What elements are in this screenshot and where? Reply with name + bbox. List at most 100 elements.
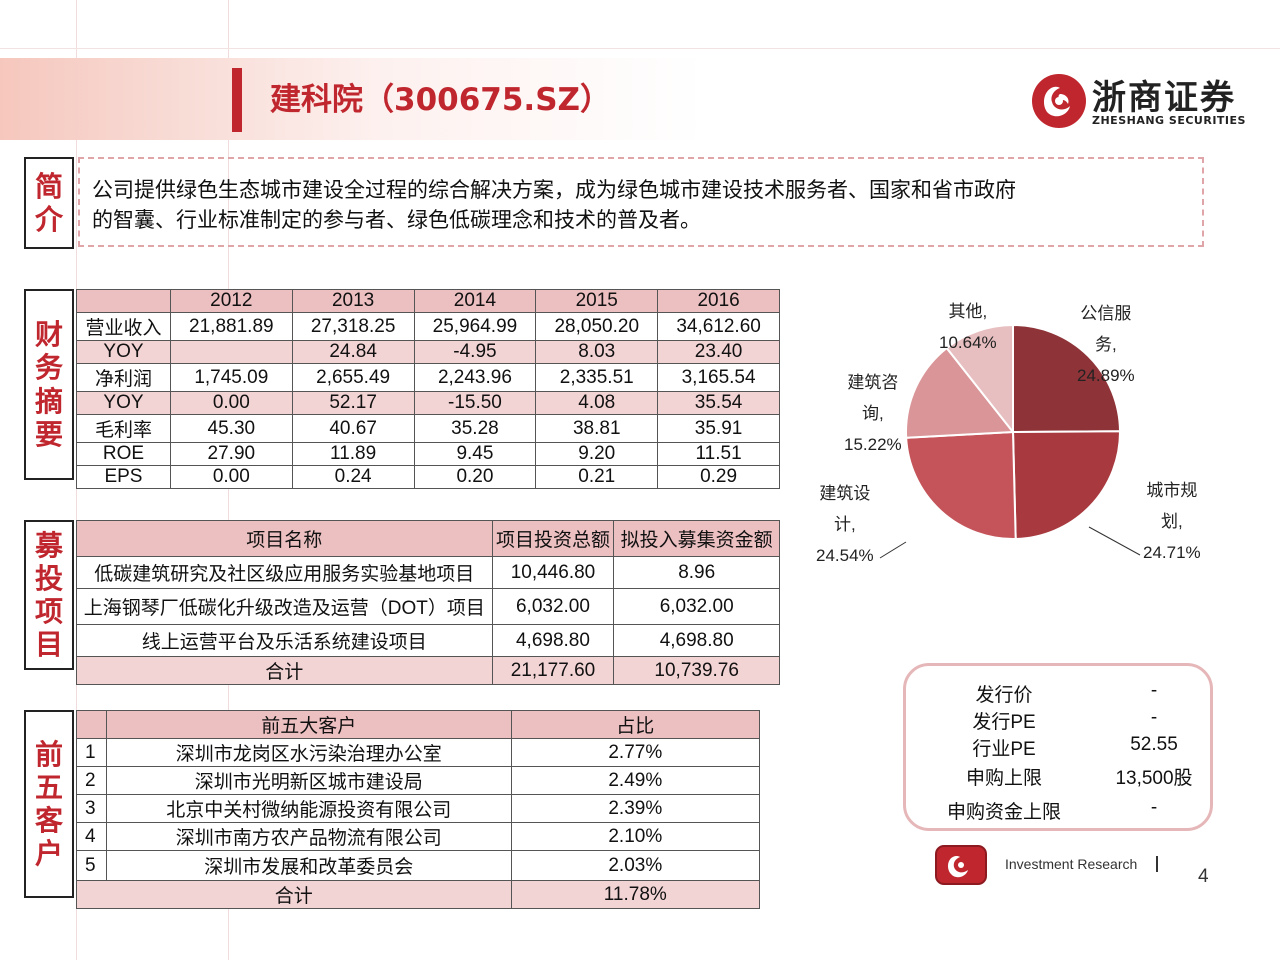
finance-year: 2015 [535, 289, 659, 313]
pie-label-line: 24.54% [816, 546, 874, 565]
pie-label-line: 建筑设 [819, 484, 871, 503]
finance-cell: 24.84 [291, 340, 415, 364]
pie-label-line: 建筑咨 [847, 373, 899, 392]
finance-header-row: 2012 2013 2014 2015 2016 [76, 289, 780, 313]
finance-cell: 2,655.49 [291, 363, 415, 392]
pie-label-line: 其他, [948, 302, 988, 321]
pie-slice-gongxin [1012, 323, 1122, 434]
pie-label-zixun: 建筑咨 询, 15.22% [844, 367, 902, 460]
customer-rank: 5 [76, 850, 107, 881]
info-value: - [1150, 707, 1158, 728]
logo-text-cn: 浙商证券 [1092, 78, 1236, 118]
finance-header-blank [76, 289, 171, 313]
customers-total-share: 11.78% [510, 880, 761, 909]
customer-name: 深圳市龙岗区水污染治理办公室 [105, 738, 512, 767]
info-key: 申购上限 [965, 768, 1042, 789]
projects-row: 线上运营平台及乐活系统建设项目 4,698.80 4,698.80 [76, 624, 780, 657]
finance-cell: 0.21 [535, 465, 659, 489]
pie-label-line: 24.71% [1143, 543, 1201, 562]
customer-name: 深圳市南方农产品物流有限公司 [105, 822, 512, 851]
finance-cell: 0.29 [657, 465, 780, 489]
customer-row: 5 深圳市发展和改革委员会 2.03% [76, 850, 761, 881]
finance-cell: 2,335.51 [535, 363, 659, 392]
finance-year: 2012 [169, 289, 293, 313]
customer-row: 1 深圳市龙岗区水污染治理办公室 2.77% [76, 738, 761, 767]
customer-rank: 4 [76, 822, 107, 851]
customers-header-row: 前五大客户 占比 [76, 710, 761, 739]
pie-label-qita: 其他, 10.64% [939, 296, 997, 358]
page-title: 建科院（300675.SZ） [270, 82, 611, 118]
finance-row: YOY 24.84 -4.95 8.03 23.40 [76, 340, 780, 364]
customer-row: 3 北京中关村微纳能源投资有限公司 2.39% [76, 794, 761, 823]
projects-header-row: 项目名称 项目投资总额 拟投入募集资金额 [76, 520, 780, 557]
pie-label-line: 公信服 [1080, 304, 1132, 323]
customers-label: 前 五 客 户 [24, 710, 74, 898]
customers-total-label: 合计 [76, 880, 512, 909]
finance-cell: 34,612.60 [657, 312, 780, 341]
projects-total-row: 合计 21,177.60 10,739.76 [76, 656, 780, 685]
project-total-sum: 21,177.60 [491, 656, 615, 685]
finance-label-char: 要 [34, 417, 63, 451]
finance-row: EPS 0.00 0.24 0.20 0.21 0.29 [76, 465, 780, 489]
customer-name: 深圳市发展和改革委员会 [105, 850, 512, 881]
pie-svg [879, 323, 1141, 559]
customer-share: 2.10% [510, 822, 761, 851]
customer-name: 北京中关村微纳能源投资有限公司 [105, 794, 512, 823]
finance-cell: 45.30 [169, 414, 293, 443]
pie-label-line: 24.89% [1077, 366, 1135, 385]
footer-logo-icon [935, 845, 987, 885]
finance-row-name: 净利润 [76, 363, 171, 392]
title-band [0, 58, 1280, 140]
finance-cell: 1,745.09 [169, 363, 293, 392]
customers-header-blank [76, 710, 107, 739]
finance-cell: 38.81 [535, 414, 659, 443]
finance-row-name: ROE [76, 442, 171, 466]
finance-row: YOY 0.00 52.17 -15.50 4.08 35.54 [76, 391, 780, 415]
finance-row: 毛利率 45.30 40.67 35.28 38.81 35.91 [76, 414, 780, 443]
finance-cell: -4.95 [413, 340, 537, 364]
info-key: 发行PE [972, 712, 1036, 733]
projects-label-char: 募 [34, 528, 63, 562]
pie-slice-zixun [905, 346, 1015, 439]
finance-cell: 25,964.99 [413, 312, 537, 341]
finance-row-name: EPS [76, 465, 171, 489]
pie-label-line: 10.64% [939, 333, 997, 352]
projects-header: 项目名称 [76, 520, 493, 557]
info-key: 行业PE [972, 739, 1036, 760]
finance-cell: 11.51 [657, 442, 780, 466]
finance-label-char: 财 [34, 318, 63, 352]
finance-cell [169, 340, 293, 364]
finance-cell: 52.17 [291, 391, 415, 415]
finance-label: 财 务 摘 要 [24, 289, 74, 480]
finance-cell: 9.45 [413, 442, 537, 466]
finance-label-char: 务 [34, 351, 63, 385]
customer-share: 2.49% [510, 766, 761, 795]
intro-text-box: 公司提供绿色生态城市建设全过程的综合解决方案，成为绿色城市建设技术服务者、国家和… [78, 157, 1204, 247]
project-total: 10,446.80 [491, 556, 615, 589]
finance-cell: 35.54 [657, 391, 780, 415]
projects-label-char: 投 [34, 561, 63, 595]
customers-label-char: 客 [34, 804, 63, 837]
customers-label-char: 前 [34, 737, 63, 771]
finance-cell: 21,881.89 [169, 312, 293, 341]
info-key: 申购资金上限 [946, 802, 1061, 823]
project-raise-sum: 10,739.76 [613, 656, 780, 685]
finance-year: 2014 [413, 289, 537, 313]
finance-cell: 40.67 [291, 414, 415, 443]
finance-cell: 8.03 [535, 340, 659, 364]
finance-cell: 0.00 [169, 391, 293, 415]
customers-label-char: 五 [34, 770, 63, 804]
intro-text-line: 的智囊、行业标准制定的参与者、绿色低碳理念和技术的普及者。 [92, 208, 701, 232]
finance-cell: 4.08 [535, 391, 659, 415]
project-raise: 8.96 [613, 556, 780, 589]
finance-year: 2013 [291, 289, 415, 313]
finance-row: 营业收入 21,881.89 27,318.25 25,964.99 28,05… [76, 312, 780, 341]
finance-row-name: YOY [76, 340, 171, 364]
customers-label-char: 户 [34, 837, 63, 871]
pie-slice-qita [945, 323, 1014, 435]
info-value: 52.55 [1130, 734, 1178, 755]
projects-label-char: 目 [34, 628, 63, 662]
issue-info-box: 发行价 - 发行PE - 行业PE 52.55 申购上限 13,500股 申购资… [903, 663, 1213, 831]
finance-cell: 3,165.54 [657, 363, 780, 392]
pie-label-line: 询, [861, 404, 884, 423]
